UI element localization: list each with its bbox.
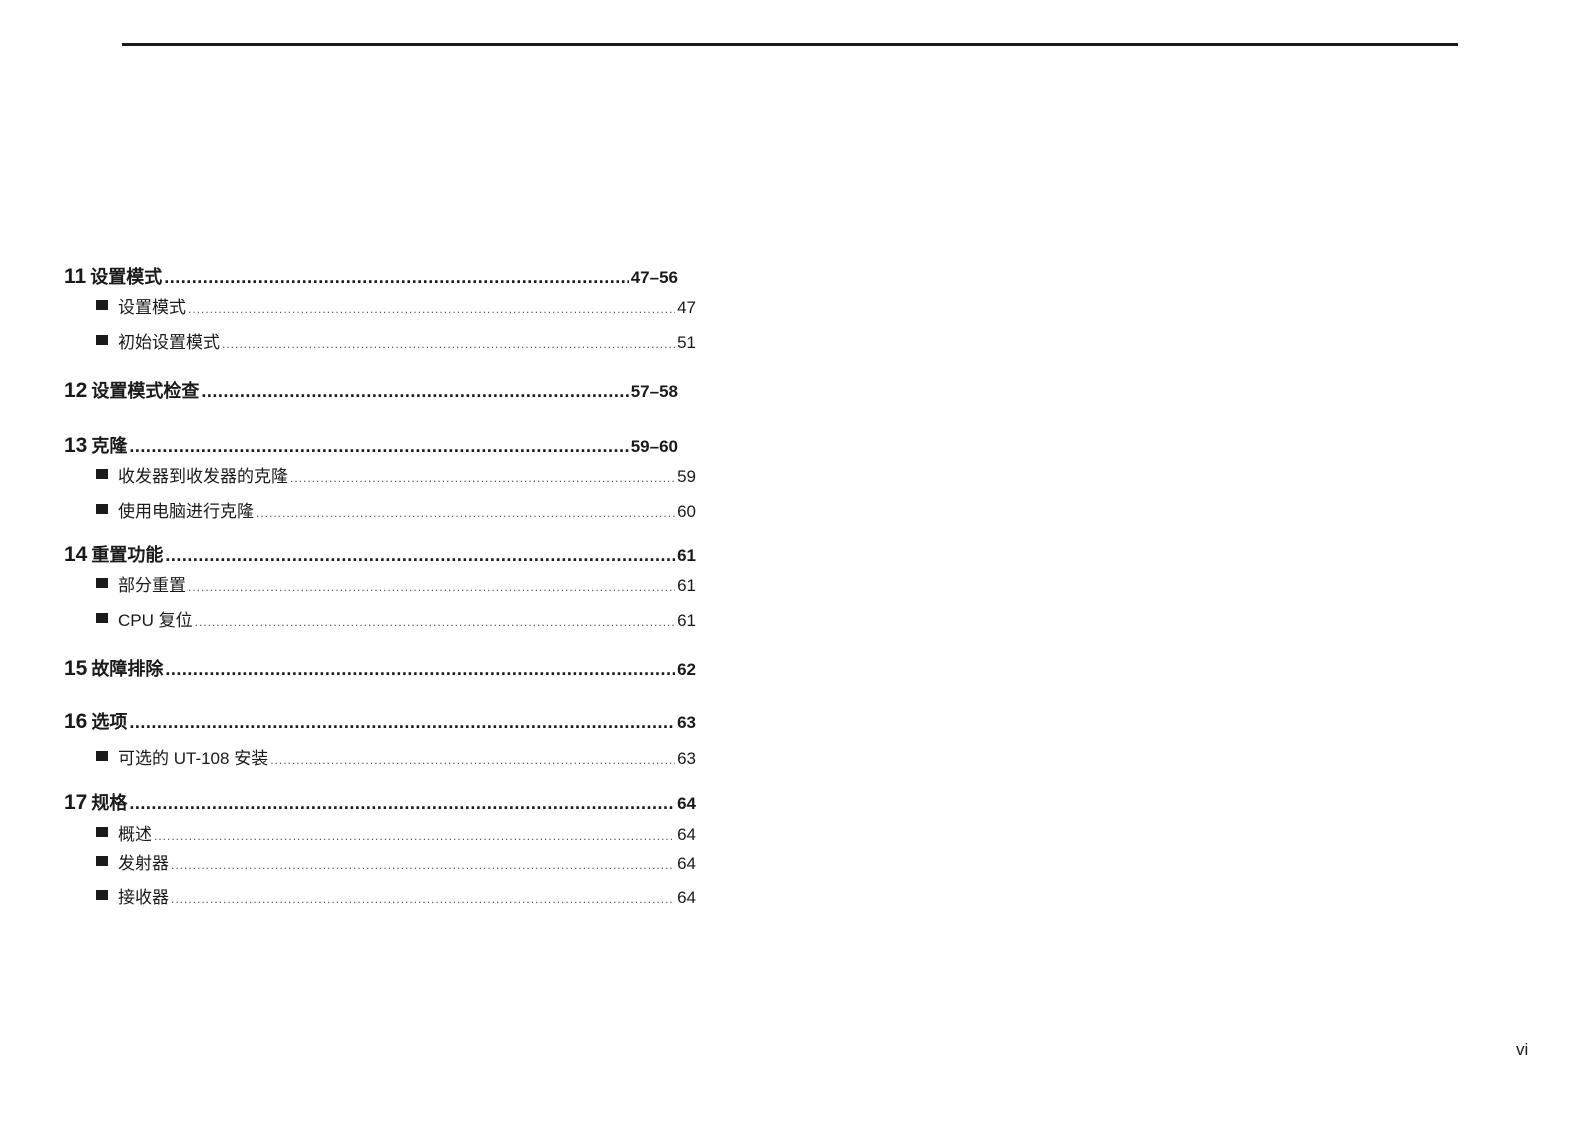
square-bullet-icon (96, 504, 108, 514)
entry-title: 发射器 (118, 854, 169, 873)
square-bullet-icon (96, 890, 108, 900)
entry-page: 64 (677, 854, 696, 873)
dot-leader (165, 657, 675, 681)
entry-page: 61 (677, 546, 696, 565)
entry-title: 可选的 UT-108 安装 (118, 749, 269, 768)
entry-title: 初始设置模式 (118, 333, 220, 352)
entry-page: 51 (677, 333, 696, 352)
chapter-number: 11 (64, 265, 87, 288)
chapter-number: 15 (64, 657, 88, 680)
entry-title: 使用电脑进行克隆 (118, 502, 254, 521)
dot-leader (171, 852, 675, 877)
dot-leader (270, 747, 675, 772)
entry-title: 重置功能 (91, 545, 164, 565)
square-bullet-icon (96, 300, 108, 310)
entry-page: 64 (677, 794, 696, 813)
toc-section[interactable]: 收发器到收发器的克隆 59 (96, 465, 696, 489)
square-bullet-icon (96, 335, 108, 345)
entry-page: 64 (677, 825, 696, 844)
entry-page: 60 (677, 502, 696, 521)
toc-section[interactable]: 使用电脑进行克隆 60 (96, 500, 696, 524)
entry-page: 47–56 (630, 268, 678, 287)
entry-title: 接收器 (118, 888, 169, 907)
dot-leader (222, 331, 675, 356)
chapter-number: 17 (64, 791, 88, 814)
square-bullet-icon (96, 856, 108, 866)
entry-page: 47 (677, 298, 696, 317)
chapter-number: 16 (64, 710, 88, 733)
entry-page: 59–60 (630, 437, 678, 456)
entry-title: 收发器到收发器的克隆 (118, 467, 288, 486)
entry-page: 57–58 (630, 382, 678, 401)
entry-title: 克隆 (91, 436, 128, 456)
toc-section[interactable]: 可选的 UT-108 安装 63 (96, 747, 696, 771)
toc-section[interactable]: 部分重置 61 (96, 574, 696, 598)
dot-leader (129, 434, 628, 458)
dot-leader (188, 574, 675, 599)
square-bullet-icon (96, 751, 108, 761)
header-rule (122, 43, 1458, 46)
dot-leader (201, 379, 628, 403)
toc-section[interactable]: 接收器 64 (96, 886, 696, 910)
chapter-number: 14 (64, 543, 88, 566)
dot-leader (129, 791, 675, 815)
entry-title: 部分重置 (118, 576, 186, 595)
dot-leader (164, 265, 629, 289)
page-number: vi (1516, 1040, 1529, 1059)
entry-page: 61 (677, 611, 696, 630)
entry-title: 选项 (91, 712, 128, 732)
dot-leader (188, 296, 675, 321)
chapter-number: 13 (64, 434, 88, 457)
toc-section[interactable]: 概述 64 (96, 823, 696, 847)
entry-page: 63 (677, 713, 696, 732)
entry-title: 设置模式 (90, 267, 163, 287)
toc-section[interactable]: CPU 复位 61 (96, 609, 696, 633)
entry-page: 64 (677, 888, 696, 907)
toc-section[interactable]: 发射器 64 (96, 852, 696, 876)
dot-leader (290, 465, 675, 490)
dot-leader (154, 823, 675, 848)
entry-page: 63 (677, 749, 696, 768)
dot-leader (165, 543, 675, 567)
dot-leader (195, 609, 675, 634)
entry-page: 59 (677, 467, 696, 486)
entry-title: 故障排除 (91, 659, 164, 679)
entry-title: 设置模式检查 (91, 381, 200, 401)
entry-title: 概述 (118, 825, 152, 844)
square-bullet-icon (96, 578, 108, 588)
square-bullet-icon (96, 613, 108, 623)
chapter-number: 12 (64, 379, 88, 402)
dot-leader (256, 500, 675, 525)
entry-page: 62 (677, 660, 696, 679)
toc-section[interactable]: 初始设置模式 51 (96, 331, 696, 355)
square-bullet-icon (96, 469, 108, 479)
entry-title: 设置模式 (118, 298, 186, 317)
square-bullet-icon (96, 827, 108, 837)
dot-leader (129, 710, 675, 734)
dot-leader (171, 886, 675, 911)
entry-title: 规格 (91, 793, 128, 813)
toc-section[interactable]: 设置模式 47 (96, 296, 696, 320)
entry-page: 61 (677, 576, 696, 595)
entry-title: CPU 复位 (118, 611, 193, 630)
